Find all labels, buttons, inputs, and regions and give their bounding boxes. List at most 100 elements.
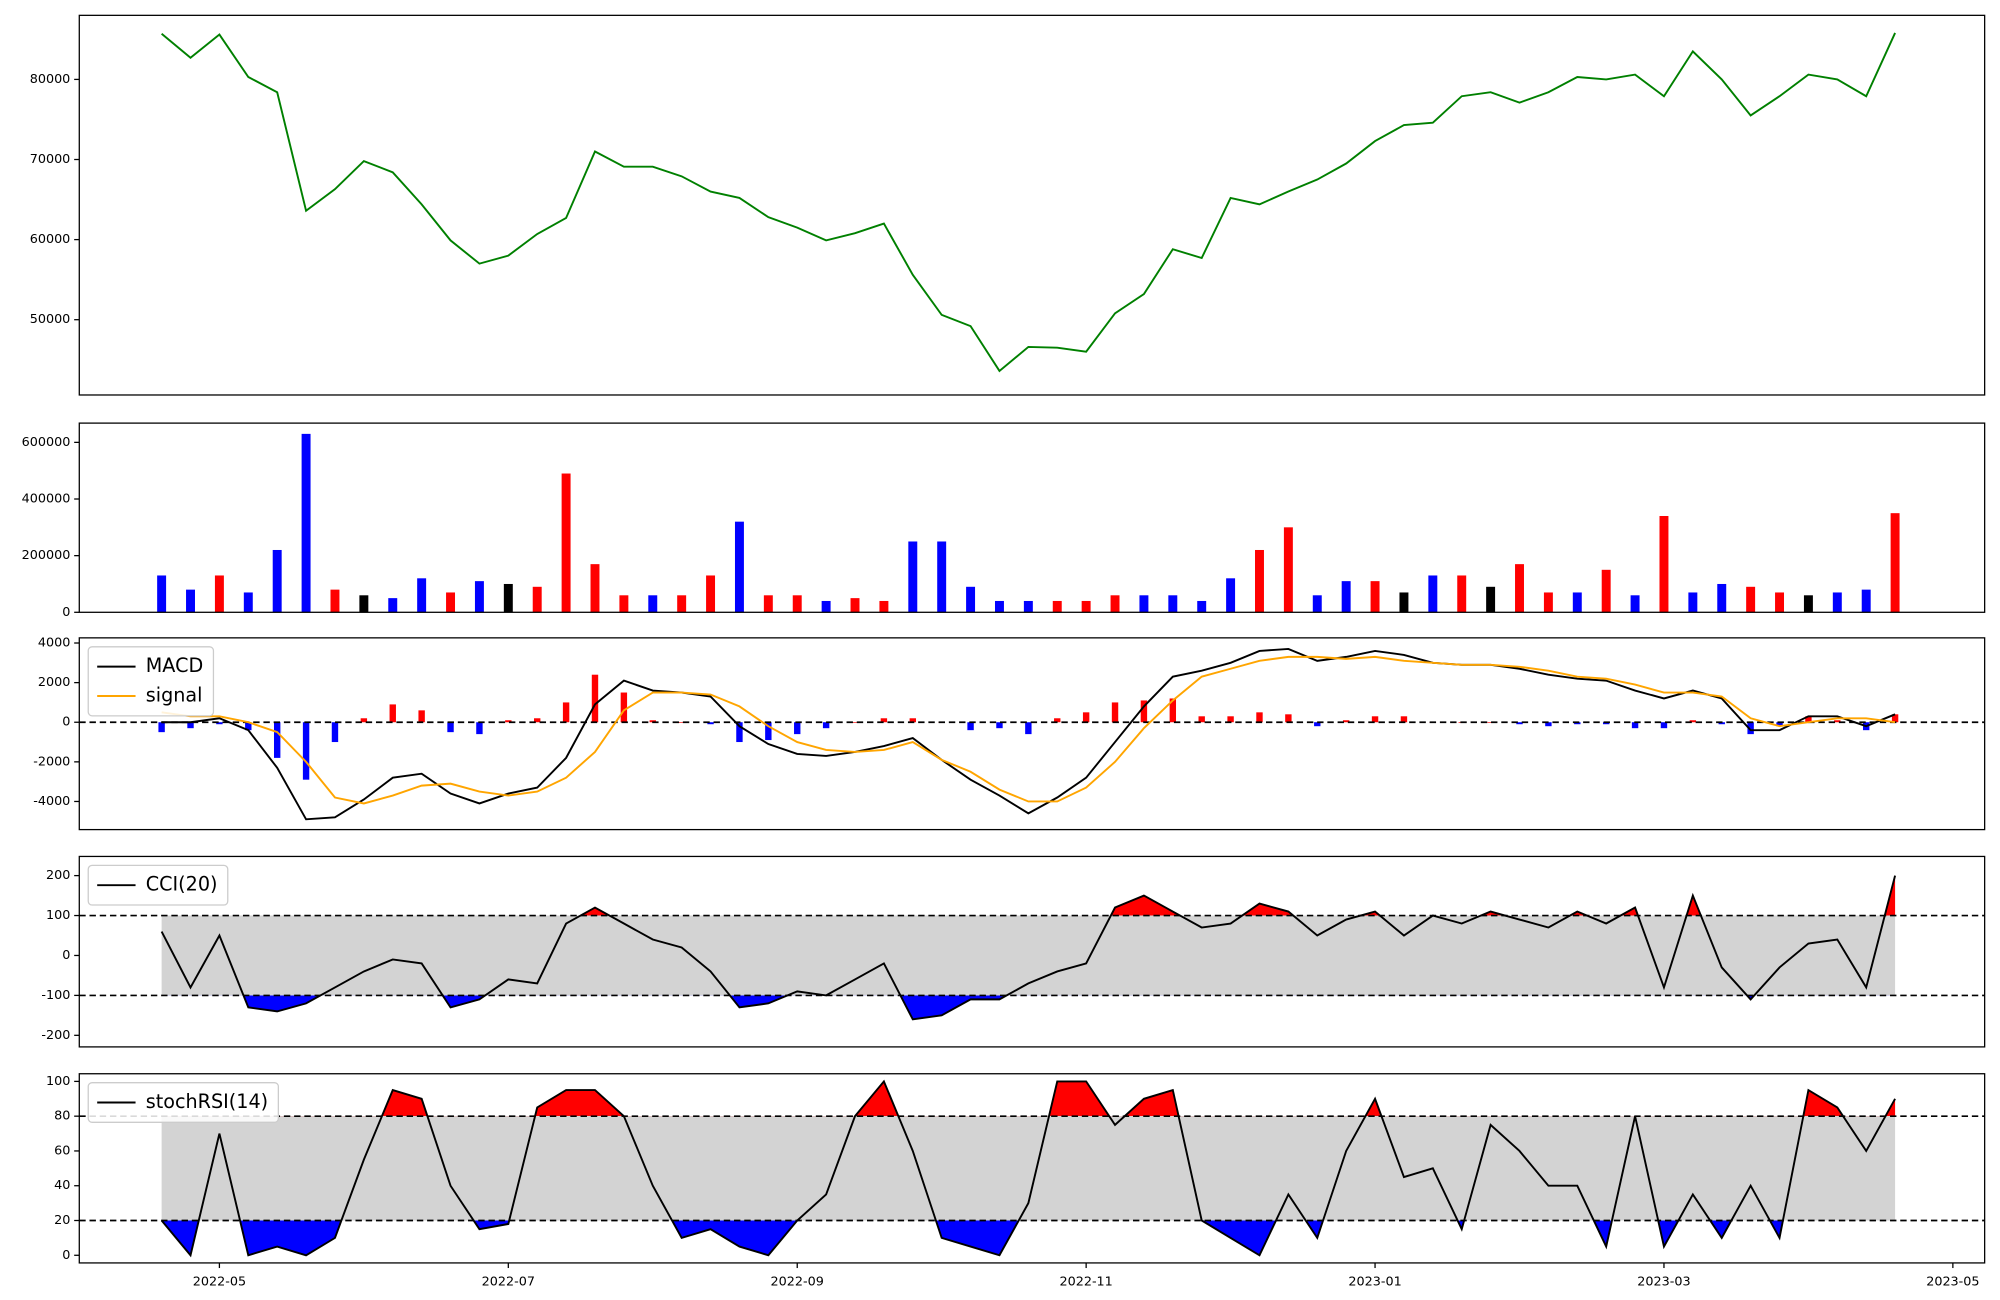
volume-bar	[186, 589, 195, 613]
volume-bar	[1832, 592, 1842, 613]
volume-bar	[474, 581, 484, 613]
legend-label: CCI(20)	[146, 873, 218, 896]
y-tick-label: 60	[54, 1143, 70, 1158]
volume-bar	[503, 583, 513, 613]
volume-bar	[590, 564, 600, 613]
x-tick-label: 2022-07	[482, 1275, 535, 1290]
volume-bar	[243, 592, 253, 613]
volume-bar	[937, 541, 947, 613]
y-tick-label: -200	[41, 1028, 70, 1043]
histogram-bar	[1111, 702, 1119, 723]
volume-bar	[734, 521, 744, 613]
volume-bar	[1601, 569, 1611, 613]
volume-bar	[1110, 595, 1120, 613]
histogram-bar	[996, 722, 1003, 729]
volume-bar	[1775, 592, 1785, 613]
volume-bar	[1226, 578, 1236, 613]
volume-bar	[1255, 549, 1264, 613]
histogram-bar	[1082, 712, 1090, 723]
volume-bar	[1370, 581, 1380, 613]
volume-bar	[1486, 586, 1496, 613]
histogram-bar	[1025, 722, 1032, 735]
histogram-bar	[302, 722, 310, 780]
histogram-bar	[1689, 720, 1697, 723]
axes-frame	[78, 1073, 1986, 1264]
histogram-bar	[678, 722, 685, 723]
histogram-bar	[1776, 722, 1783, 727]
y-tick-label: 60000	[30, 232, 71, 247]
histogram-bar	[447, 722, 454, 733]
histogram-bar	[794, 722, 801, 735]
series-line	[160, 875, 1897, 1021]
volume-bar	[908, 541, 918, 613]
histogram-bar	[1718, 722, 1725, 725]
x-tick-label: 2023-05	[1926, 1275, 1979, 1290]
histogram-bar	[1371, 716, 1379, 723]
volume-bar	[1861, 589, 1871, 613]
volume-bar	[301, 433, 311, 613]
volume-bar	[792, 595, 802, 613]
volume-bar	[1168, 595, 1178, 613]
volume-bar	[1543, 592, 1553, 613]
volume-bar	[1803, 595, 1813, 613]
panel: 0 200000 400000 600000	[22, 422, 1986, 620]
histogram-bar	[851, 722, 859, 723]
y-tick-label: 100	[46, 908, 70, 923]
volume-bar	[1341, 581, 1351, 613]
histogram-bar	[765, 722, 772, 741]
histogram-bar	[1545, 722, 1552, 727]
histogram-bar	[360, 718, 368, 723]
legend-label: signal	[146, 684, 203, 707]
volume-bar	[388, 598, 398, 613]
legend: CCI(20)	[87, 864, 229, 906]
volume-bar	[1659, 515, 1669, 613]
panel: MACD signal -4000 -2000 0 2000 4000	[33, 636, 1986, 831]
histogram-bar	[331, 722, 339, 743]
histogram-bar	[1602, 722, 1610, 725]
x-tick-label: 2023-03	[1637, 1275, 1690, 1290]
histogram-bar	[534, 718, 541, 723]
histogram-bar	[216, 722, 223, 725]
panel: CCI(20) -200 -100 0 100 200	[41, 855, 1986, 1048]
histogram-bar	[649, 720, 656, 723]
histogram-bar	[273, 722, 281, 758]
y-tick-label: 80000	[30, 72, 71, 87]
y-tick-label: 0	[62, 715, 70, 730]
axes-frame	[78, 855, 1986, 1048]
volume-bar	[417, 578, 427, 613]
histogram-bar	[707, 722, 714, 725]
histogram-bar	[187, 722, 194, 729]
y-tick-label: 100	[46, 1074, 70, 1089]
histogram-bar	[1342, 720, 1350, 723]
neutral-band	[161, 915, 1896, 996]
x-tick-label: 2022-05	[193, 1275, 246, 1290]
y-tick-label: 4000	[38, 636, 71, 651]
volume-bar	[532, 586, 542, 613]
volume-bar	[330, 589, 340, 613]
histogram-bar	[1256, 712, 1263, 723]
panel: stochRSI(14) 0 20 40 60 80 100 2022-05 2022-07 20…	[46, 1073, 1986, 1290]
y-tick-label: 50000	[30, 312, 71, 327]
volume-bar	[214, 575, 224, 613]
histogram-bar	[476, 722, 483, 735]
histogram-bar	[1140, 700, 1148, 723]
histogram-bar	[1834, 720, 1841, 723]
histogram-bar	[1227, 716, 1234, 723]
histogram-bar	[880, 718, 888, 723]
histogram-bar	[1054, 718, 1061, 723]
volume-bar	[1139, 595, 1149, 613]
volume-bar	[706, 575, 716, 613]
histogram-bar	[1631, 722, 1639, 729]
y-tick-label: 40	[54, 1178, 70, 1193]
volume-bar	[446, 592, 456, 613]
volume-bar	[1746, 586, 1756, 613]
x-tick-label: 2022-11	[1059, 1275, 1112, 1290]
histogram-bar	[822, 722, 830, 729]
histogram-bar	[591, 674, 599, 723]
volume-bar	[1630, 595, 1640, 613]
histogram-bar	[389, 704, 396, 723]
volume-bar	[821, 600, 831, 613]
y-tick-label: 70000	[30, 152, 71, 167]
